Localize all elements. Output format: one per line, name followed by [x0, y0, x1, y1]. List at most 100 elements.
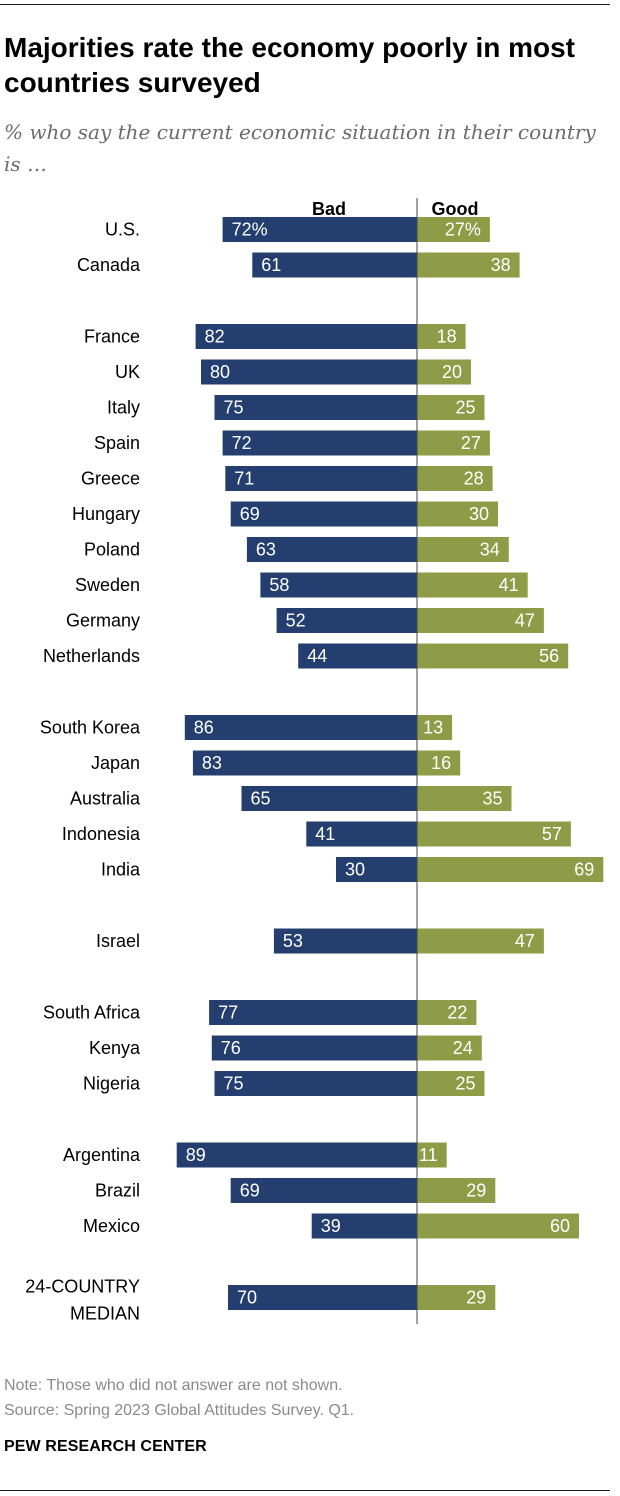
footnotes: Note: Those who did not answer are not s… — [4, 1373, 604, 1423]
value-bad-south-korea: 86 — [194, 717, 214, 737]
bar-bad-kenya — [211, 1035, 417, 1061]
brand-name: PEW RESEARCH CENTER — [4, 1438, 207, 1455]
value-bad-spain: 72 — [232, 433, 252, 453]
bar-good-canada — [417, 252, 520, 278]
value-good-japan: 16 — [431, 753, 451, 773]
country-label-israel: Israel — [96, 931, 140, 951]
value-good-italy: 25 — [455, 397, 475, 417]
bar-good-south-korea — [417, 715, 453, 740]
value-good-netherlands: 56 — [539, 646, 559, 666]
value-good-israel: 47 — [515, 931, 535, 951]
bar-bad-germany — [276, 608, 417, 633]
value-bad-france: 82 — [205, 326, 225, 346]
value-bad-hungary: 69 — [240, 504, 260, 524]
value-bad-kenya: 76 — [221, 1038, 241, 1058]
value-bad-germany: 52 — [286, 610, 306, 630]
country-label-japan: Japan — [91, 753, 140, 773]
value-good-south-korea: 13 — [423, 717, 443, 737]
bar-good-germany — [417, 608, 544, 633]
country-label-indonesia: Indonesia — [62, 824, 141, 844]
bar-bad-mexico — [311, 1213, 417, 1239]
value-bad-24-country-median: 70 — [237, 1287, 257, 1307]
bars-layer — [176, 217, 604, 1310]
country-label-germany: Germany — [66, 610, 140, 630]
country-label-india: India — [101, 859, 141, 879]
chart-subtitle: % who say the current economic situation… — [4, 120, 596, 176]
value-bad-mexico: 39 — [321, 1216, 341, 1236]
value-good-24-country-median: 29 — [466, 1287, 486, 1307]
bar-bad-poland — [246, 537, 417, 562]
country-label-italy: Italy — [107, 397, 140, 417]
bar-bad-24-country-median — [228, 1285, 417, 1310]
value-bad-japan: 83 — [202, 753, 222, 773]
bar-bad-nigeria — [214, 1071, 417, 1096]
bar-good-24-country-median — [417, 1285, 496, 1310]
bar-good-mexico — [417, 1213, 579, 1239]
value-bad-south-africa: 77 — [218, 1002, 238, 1022]
bar-bad-israel — [273, 928, 417, 954]
country-label-nigeria: Nigeria — [83, 1073, 141, 1093]
value-bad-greece: 71 — [234, 468, 254, 488]
value-good-nigeria: 25 — [455, 1073, 475, 1093]
country-label-south-korea: South Korea — [40, 717, 141, 737]
diverging-bar-chart: Bad Good U.S. 72% 27% Canada 61 38 France 82 18 UK 8… — [25, 198, 604, 1324]
country-label-uk: UK — [115, 362, 140, 382]
country-label-24-country-median-1: 24-COUNTRY — [25, 1276, 140, 1296]
value-bad-brazil: 69 — [240, 1180, 260, 1200]
value-good-hungary: 30 — [469, 504, 489, 524]
value-good-greece: 28 — [464, 468, 484, 488]
value-good-brazil: 29 — [466, 1180, 486, 1200]
country-label-kenya: Kenya — [89, 1038, 141, 1058]
country-label-u-s: U.S. — [105, 219, 140, 239]
country-label-brazil: Brazil — [95, 1180, 140, 1200]
bar-good-japan — [417, 750, 461, 776]
value-bad-u-s: 72% — [232, 219, 268, 239]
value-good-sweden: 41 — [499, 575, 519, 595]
value-good-u-s: 27% — [445, 219, 481, 239]
country-label-poland: Poland — [84, 539, 140, 559]
bar-good-spain — [417, 430, 490, 456]
value-bad-nigeria: 75 — [224, 1073, 244, 1093]
bar-bad-uk — [201, 359, 417, 385]
bottom-rule — [0, 1490, 610, 1491]
value-bad-indonesia: 41 — [315, 824, 335, 844]
country-label-south-africa: South Africa — [43, 1002, 141, 1022]
country-label-mexico: Mexico — [83, 1216, 140, 1236]
country-label-greece: Greece — [81, 468, 140, 488]
bar-bad-greece — [225, 466, 417, 491]
value-good-canada: 38 — [491, 255, 511, 275]
country-label-sweden: Sweden — [75, 575, 140, 595]
bar-bad-france — [195, 324, 417, 349]
top-rule — [0, 4, 610, 5]
value-bad-uk: 80 — [210, 362, 230, 382]
bar-bad-south-korea — [184, 715, 417, 740]
bar-good-south-africa — [417, 1000, 477, 1025]
bar-good-argentina — [417, 1142, 447, 1168]
bar-good-poland — [417, 537, 509, 562]
value-bad-australia: 65 — [251, 788, 271, 808]
bar-good-india — [417, 857, 604, 882]
value-bad-italy: 75 — [224, 397, 244, 417]
bar-good-netherlands — [417, 643, 569, 669]
value-good-spain: 27 — [461, 433, 481, 453]
source-text: Source: Spring 2023 Global Attitudes Sur… — [4, 1402, 355, 1419]
country-label-argentina: Argentina — [63, 1145, 141, 1165]
bar-good-france — [417, 324, 466, 349]
bar-good-u-s — [417, 217, 490, 242]
bar-good-sweden — [417, 572, 528, 598]
bar-bad-argentina — [176, 1142, 417, 1168]
country-label-hungary: Hungary — [72, 504, 140, 524]
series-header-bad: Bad — [312, 199, 346, 219]
bar-bad-australia — [241, 786, 417, 811]
bar-good-nigeria — [417, 1071, 485, 1096]
value-good-uk: 20 — [442, 362, 462, 382]
bar-good-uk — [417, 359, 471, 385]
country-label-canada: Canada — [77, 255, 141, 275]
country-label-24-country-median-2: MEDIAN — [70, 1303, 140, 1323]
bar-bad-sweden — [260, 572, 417, 598]
value-bad-canada: 61 — [261, 255, 281, 275]
country-label-france: France — [84, 326, 140, 346]
value-good-south-africa: 22 — [447, 1002, 467, 1022]
bar-bad-indonesia — [306, 821, 417, 847]
note-text: Note: Those who did not answer are not s… — [4, 1377, 343, 1394]
